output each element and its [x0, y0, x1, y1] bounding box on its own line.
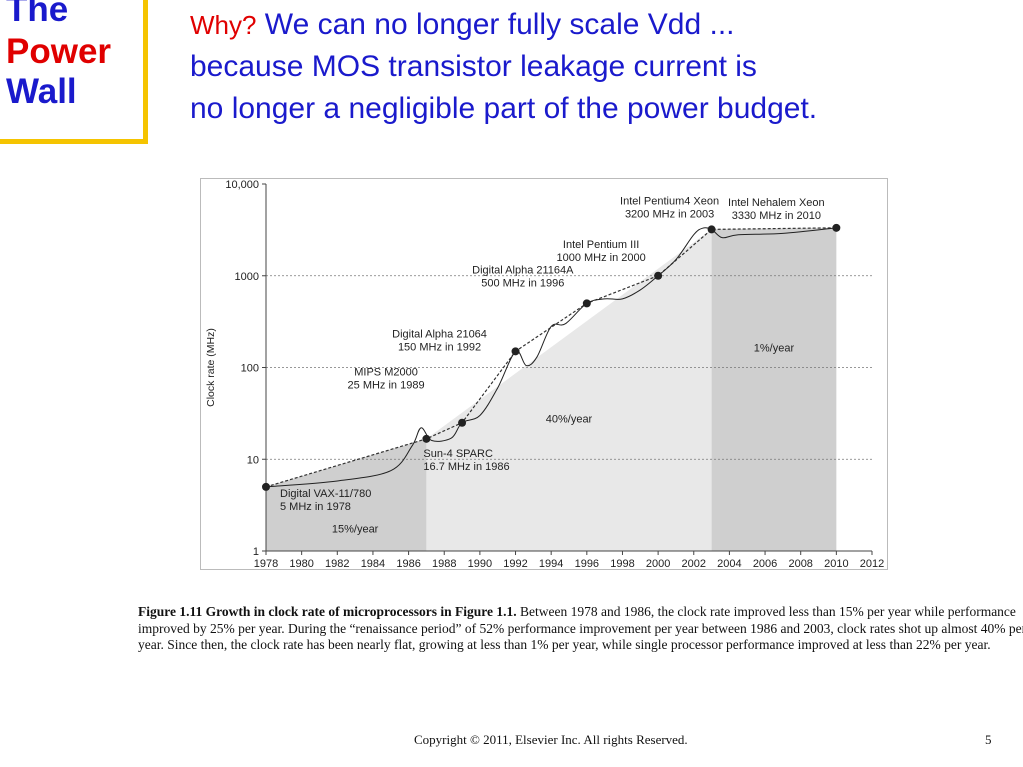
- point-label-name: Intel Nehalem Xeon: [728, 197, 825, 209]
- x-tick-label: 2006: [753, 558, 777, 570]
- x-tick-label: 1980: [289, 558, 313, 570]
- y-tick-label: 1000: [235, 271, 259, 283]
- x-tick-label: 1986: [396, 558, 420, 570]
- x-tick-label: 1982: [325, 558, 349, 570]
- title-line-power: Power: [6, 32, 112, 71]
- growth-region-1: [266, 438, 427, 551]
- x-tick-label: 1978: [254, 558, 278, 570]
- point-label-name: Digital Alpha 21164A: [472, 264, 574, 276]
- point-label-name: Digital Alpha 21064: [392, 328, 487, 340]
- point-label-value: 1000 MHz in 2000: [556, 252, 645, 264]
- point-label: MIPS M2000 25 MHz in 1989: [348, 367, 425, 392]
- point-label: Digital Alpha 21064 150 MHz in 1992: [392, 328, 487, 353]
- title-line-wall: Wall: [6, 72, 77, 111]
- y-tick-label: 10,000: [225, 179, 259, 191]
- point-label-value: 5 MHz in 1978: [280, 501, 351, 513]
- rate-label: 1%/year: [754, 342, 795, 354]
- data-point: [654, 271, 663, 280]
- data-point: [832, 223, 841, 232]
- point-label-value: 16.7 MHz in 1986: [423, 461, 509, 473]
- x-tick-label: 2004: [717, 558, 741, 570]
- y-axis-title: Clock rate (MHz): [205, 328, 217, 407]
- title-line-the: The: [6, 0, 69, 29]
- caption-figure-label: Figure 1.11 Growth in clock rate of micr…: [138, 604, 517, 619]
- clock-rate-curve: [265, 227, 837, 488]
- x-tick-label: 2000: [646, 558, 670, 570]
- data-point: [511, 347, 520, 356]
- copyright-notice: Copyright © 2011, Elsevier Inc. All righ…: [414, 732, 688, 747]
- point-label-name: Intel Pentium4 Xeon: [620, 195, 719, 207]
- headline: Why? We can no longer fully scale Vdd ..…: [190, 4, 817, 130]
- caption-text: Between 1978 and 1986, the clock rate im…: [138, 604, 1023, 652]
- headline-line-3: no longer a negligible part of the power…: [190, 92, 818, 125]
- headline-line-2: because MOS transistor leakage current i…: [190, 50, 757, 83]
- x-tick-label: 2012: [860, 558, 884, 570]
- x-tick-label: 2010: [824, 558, 848, 570]
- data-point: [582, 299, 591, 308]
- point-label-name: Digital VAX-11/780: [280, 488, 371, 500]
- point-label-name: Intel Pentium III: [563, 239, 639, 251]
- growth-region-2: [426, 229, 712, 551]
- point-label-name: MIPS M2000: [354, 367, 418, 379]
- x-tick-label: 1996: [575, 558, 599, 570]
- x-tick-label: 1990: [468, 558, 492, 570]
- data-point: [707, 225, 716, 234]
- point-label: Intel Pentium4 Xeon 3200 MHz in 2003: [620, 195, 719, 220]
- headline-text-1: We can no longer fully scale Vdd ...: [256, 8, 735, 41]
- point-label-value: 3200 MHz in 2003: [625, 208, 714, 220]
- x-tick-label: 1994: [539, 558, 563, 570]
- clock-rate-chart: 1 10 100 1000 10,000 1978 1980 1982 1984 1986 1988…: [200, 178, 888, 570]
- point-label: Digital VAX-11/780 5 MHz in 1978: [280, 488, 371, 513]
- figure-caption: Figure 1.11 Growth in clock rate of micr…: [138, 604, 1023, 654]
- y-tick-label: 10: [247, 454, 259, 466]
- point-label-value: 500 MHz in 1996: [481, 277, 564, 289]
- clock-rate-figure: 1 10 100 1000 10,000 1978 1980 1982 1984 1986 1988…: [200, 178, 888, 570]
- x-tick-label: 2002: [682, 558, 706, 570]
- section-title-box: The Power Wall: [0, 0, 148, 144]
- x-tick-label: 1998: [610, 558, 634, 570]
- y-tick-label: 1: [253, 546, 259, 558]
- point-label-value: 3330 MHz in 2010: [732, 210, 821, 222]
- x-tick-label: 1992: [503, 558, 527, 570]
- point-label-name: Sun-4 SPARC: [423, 448, 493, 460]
- x-tick-label: 1988: [432, 558, 456, 570]
- rate-label: 40%/year: [546, 414, 593, 426]
- rate-label: 15%/year: [332, 523, 379, 535]
- point-label: Intel Nehalem Xeon 3330 MHz in 2010: [728, 197, 825, 222]
- point-label-value: 25 MHz in 1989: [348, 380, 425, 392]
- point-label: Digital Alpha 21164A 500 MHz in 1996: [472, 264, 574, 289]
- data-point: [422, 434, 431, 443]
- x-tick-label: 2008: [788, 558, 812, 570]
- point-label-value: 150 MHz in 1992: [398, 341, 481, 353]
- why-label: Why?: [190, 10, 257, 40]
- point-label: Intel Pentium III 1000 MHz in 2000: [556, 239, 645, 264]
- headline-line-1: Why? We can no longer fully scale Vdd ..…: [190, 4, 817, 46]
- page-number: 5: [985, 732, 992, 747]
- y-tick-label: 100: [241, 363, 259, 375]
- data-point: [458, 418, 467, 427]
- growth-region-3: [711, 227, 837, 551]
- point-label: Sun-4 SPARC 16.7 MHz in 1986: [423, 448, 509, 473]
- data-point: [262, 482, 270, 491]
- x-tick-label: 1984: [361, 558, 385, 570]
- trend-line: [265, 227, 837, 488]
